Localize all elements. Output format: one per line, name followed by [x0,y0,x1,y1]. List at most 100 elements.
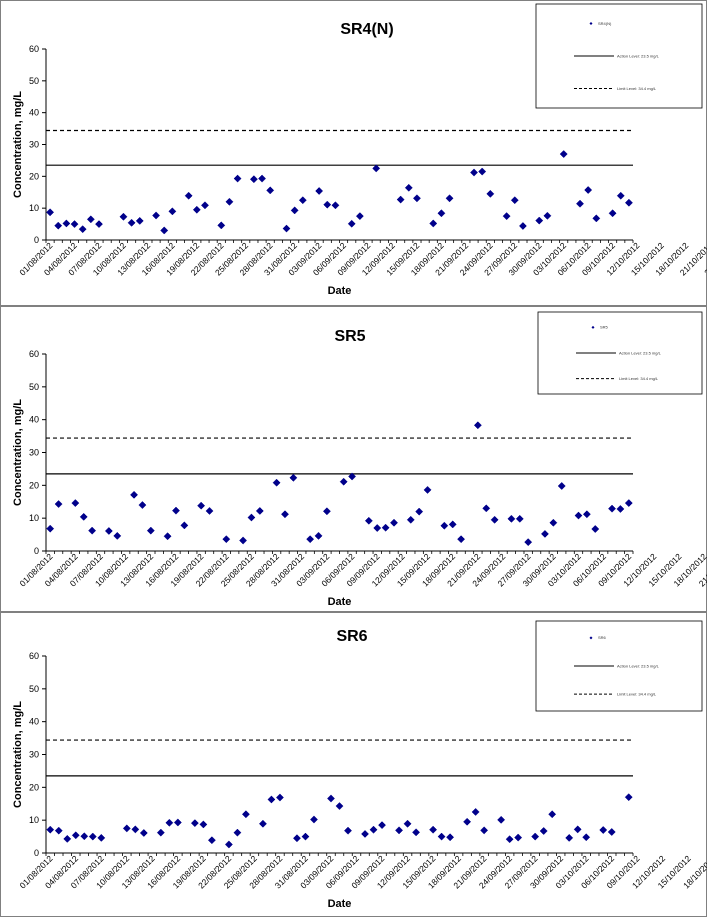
data-point [344,826,352,835]
data-point [480,826,489,835]
data-point [390,518,398,527]
data-point [592,214,601,223]
data-point [79,512,88,521]
data-point [446,833,455,842]
data-point [514,833,523,842]
data-point [364,516,373,525]
data-point [97,833,106,842]
data-point [80,832,89,841]
y-tick-label: 30 [29,140,39,150]
legend-label: Action Level: 23.5 mg/L [617,53,660,58]
data-point [624,793,633,802]
data-point [172,506,180,515]
data-point [163,532,172,541]
data-point [412,194,421,203]
chart-panel-sr6: SR6 0 10 20 30 40 50 60 01/08/2012 04/08/2012 07/0… [0,612,707,917]
legend-label: Limit Level: 34.4 mg/L [617,691,657,696]
data-point [139,829,148,837]
y-tick-label: 50 [29,76,39,86]
data-point [524,538,533,547]
data-point [71,499,80,508]
data-point [510,196,519,205]
data-point [205,506,214,515]
legend-box [535,3,703,109]
data-point [437,209,446,218]
data-point [190,819,199,828]
data-point [289,473,298,482]
y-axis-label: Concentration, mg/L [12,91,24,198]
data-point [62,219,71,228]
data-point [423,485,432,494]
data-point [369,825,378,834]
data-point [88,526,97,535]
y-tick-label: 60 [29,349,39,359]
data-point [540,529,549,538]
data-point [355,212,364,221]
data-point [46,825,55,834]
data-point [322,507,331,516]
y-tick-label: 10 [29,513,39,523]
chart-title: SR5 [334,328,365,345]
data-point [282,224,291,233]
data-point [404,183,413,192]
data-point [478,167,487,176]
data-point [471,808,480,816]
data-point [258,174,267,183]
data-point [607,828,616,836]
data-point [180,521,189,530]
data-point [624,499,633,508]
data-point [473,421,482,430]
data-point [373,524,382,532]
legend-label: Action Level: 23.5 mg/L [619,350,662,355]
data-point [119,212,128,221]
data-point [565,833,574,842]
y-tick-label: 0 [34,546,39,556]
data-point [335,802,344,811]
data-point [582,510,591,519]
data-point [415,507,424,516]
data-point [249,175,258,184]
y-tick-label: 40 [29,415,39,425]
legend-label: Limit Level: 34.4 mg/L [617,86,657,91]
data-point [361,830,369,838]
data-point [298,196,307,205]
chart-title: SR4(N) [340,21,393,38]
data-point [535,216,544,225]
data-point [549,518,558,527]
y-tick-label: 10 [29,203,39,213]
y-tick-label: 50 [29,382,39,392]
data-point [584,186,593,194]
legend-label: Action Level: 23.5 mg/L [617,663,660,668]
data-point [327,794,335,803]
data-point [239,536,248,545]
data-point [576,199,584,208]
data-point [448,520,457,529]
data-point [122,824,131,833]
data-point [113,531,122,540]
data-point [381,523,390,532]
y-tick-label: 20 [29,171,39,181]
legend-label: SR4(N) [598,21,612,26]
data-point [217,221,226,230]
y-tick-label: 20 [29,782,39,792]
data-point [599,826,608,834]
data-point [95,220,103,229]
data-point [241,810,250,819]
x-axis-label: Date [328,596,352,608]
data-point [146,526,155,535]
data-point [482,504,491,513]
data-point [258,819,267,828]
chart-title: SR6 [336,628,367,645]
data-point [518,222,527,230]
data-point [470,168,478,177]
data-point [267,795,276,804]
data-point [131,825,140,834]
data-point [505,835,514,844]
data-point [46,208,55,217]
data-point [396,195,405,204]
data-point [608,504,616,513]
chart-svg-sr4n: SR4(N)010203040506001/08/201204/08/20120… [12,3,707,297]
data-point [347,219,356,228]
data-point [557,482,566,490]
data-point [192,205,201,214]
